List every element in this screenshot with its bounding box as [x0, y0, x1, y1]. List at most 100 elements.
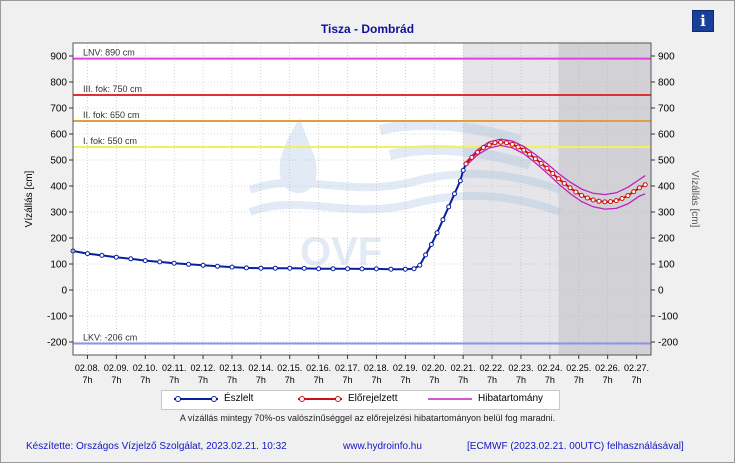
- x-tick-date-label: 02.14.: [248, 363, 273, 373]
- forecast-point: [556, 176, 561, 182]
- x-tick-hour-label: 7h: [256, 375, 266, 385]
- observed-point: [186, 261, 192, 267]
- legend-label-uncertainty: Hibatartomány: [478, 393, 544, 404]
- threshold-label: I. fok: 550 cm: [83, 136, 137, 146]
- y-tick-label-right: 100: [658, 260, 675, 271]
- observed-point: [359, 266, 365, 272]
- forecast-point: [613, 198, 619, 204]
- forecast-point: [561, 180, 567, 186]
- x-tick-date-label: 02.19.: [393, 363, 418, 373]
- y-tick-label-left: 0: [61, 286, 67, 297]
- x-tick-hour-label: 7h: [227, 375, 237, 385]
- forecast-point: [550, 171, 556, 176]
- observed-point: [157, 259, 163, 265]
- observed-point: [440, 217, 446, 223]
- observed-point: [330, 266, 336, 272]
- forecast-point: [498, 139, 504, 145]
- y-tick-label-right: 700: [658, 104, 675, 115]
- x-tick-hour-label: 7h: [343, 375, 353, 385]
- y-tick-label-right: 600: [658, 130, 675, 141]
- forecast-point: [602, 199, 608, 205]
- legend-swatch-uncertainty-icon: [428, 397, 472, 400]
- watermark-text: OVF: [300, 230, 382, 274]
- observed-point: [113, 254, 119, 260]
- forecast-point: [642, 182, 648, 188]
- uncertainty-note: A vízállás mintegy 70%-os valószínűségge…: [179, 413, 556, 423]
- plot-area: OVF LNV: 890 cm III. fok: 750 cm II. fok: …: [24, 42, 700, 385]
- observed-point: [229, 264, 235, 270]
- x-tick-hour-label: 7h: [169, 375, 179, 385]
- forecast-point: [573, 189, 579, 195]
- x-tick-hour-label: 7h: [140, 375, 150, 385]
- forecast-point: [480, 145, 486, 150]
- x-tick-hour-label: 7h: [545, 375, 555, 385]
- y-tick-label-right: 500: [658, 156, 675, 167]
- x-tick-date-label: 02.23.: [508, 363, 533, 373]
- x-tick-date-label: 02.12.: [191, 363, 216, 373]
- y-axis-label-left: Vízállás [cm]: [24, 170, 35, 227]
- forecast-point: [636, 185, 642, 191]
- y-tick-label-right: -100: [658, 312, 678, 323]
- x-tick-date-label: 02.21.: [451, 363, 476, 373]
- observed-point: [142, 258, 148, 264]
- x-tick-hour-label: 7h: [371, 375, 381, 385]
- x-tick-hour-label: 7h: [487, 375, 497, 385]
- x-tick-hour-label: 7h: [458, 375, 468, 385]
- forecast-point: [504, 140, 509, 146]
- forecast-point: [486, 142, 492, 148]
- threshold-label: III. fok: 750 cm: [83, 84, 142, 94]
- forecast-point: [492, 140, 498, 146]
- forecast-point: [579, 192, 585, 198]
- forecast-point: [584, 195, 590, 201]
- legend-item-observed: Észlelt: [172, 393, 253, 404]
- forecast-point: [619, 196, 625, 201]
- forecast-point: [631, 189, 637, 195]
- x-tick-hour-label: 7h: [632, 375, 642, 385]
- plot-border: [72, 42, 652, 356]
- observed-point: [272, 265, 278, 271]
- y-tick-label-left: -100: [47, 312, 67, 323]
- y-tick-label-left: 500: [50, 156, 67, 167]
- observed-point: [417, 262, 423, 268]
- y-tick-label-left: 800: [50, 78, 67, 89]
- chart-title: Tisza - Dombrád: [320, 22, 415, 36]
- info-icon[interactable]: i: [692, 10, 714, 32]
- y-tick-label-left: 400: [50, 182, 67, 193]
- observed-point: [85, 251, 90, 257]
- observed-point: [402, 266, 408, 272]
- forecast-point: [596, 198, 602, 204]
- x-tick-hour-label: 7h: [314, 375, 324, 385]
- late-forecast-region: [558, 43, 651, 355]
- forecast-point: [521, 147, 527, 153]
- observed-point: [200, 262, 206, 268]
- observed-point: [428, 242, 434, 247]
- forecast-point: [538, 160, 544, 166]
- x-tick-date-label: 02.08.: [75, 363, 100, 373]
- legend-item-forecast: Előrejelzett: [296, 393, 397, 404]
- forecast-point: [475, 149, 481, 155]
- footer-website-link[interactable]: www.hydroinfo.hu: [343, 441, 422, 452]
- x-tick-hour-label: 7h: [429, 375, 439, 385]
- observed-point: [373, 266, 379, 272]
- observed-point: [128, 256, 134, 262]
- x-tick-hour-label: 7h: [82, 375, 92, 385]
- ovf-watermark-logo: OVF: [248, 118, 562, 274]
- forecast-point: [590, 197, 596, 203]
- forecast-point: [509, 141, 515, 147]
- observed-point: [452, 191, 457, 197]
- forecast-point: [527, 151, 533, 157]
- observed-point: [316, 266, 322, 272]
- legend-item-uncertainty: Hibatartomány: [426, 393, 543, 404]
- x-tick-date-label: 02.25.: [566, 363, 591, 373]
- observed-point: [457, 178, 463, 184]
- x-tick-date-label: 02.10.: [133, 363, 158, 373]
- observed-point: [388, 266, 394, 272]
- x-tick-date-label: 02.17.: [335, 363, 360, 373]
- observed-point: [287, 265, 293, 271]
- x-tick-date-label: 02.16.: [306, 363, 331, 373]
- forecast-point: [532, 156, 538, 162]
- y-tick-label-left: 900: [50, 52, 67, 63]
- observed-point: [301, 265, 307, 271]
- observed-point: [258, 265, 264, 271]
- uncertainty-upper-line: [465, 138, 646, 196]
